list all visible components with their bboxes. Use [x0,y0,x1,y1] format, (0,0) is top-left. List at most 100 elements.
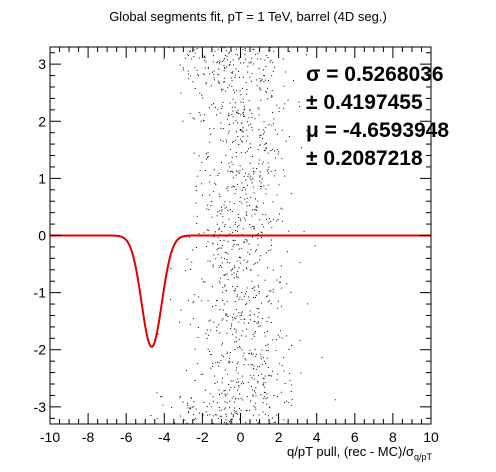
scatter-point [213,103,214,105]
scatter-point [288,402,290,404]
scatter-point [263,69,264,71]
scatter-point [277,219,279,221]
scatter-point [222,318,224,320]
scatter-point [243,62,245,64]
scatter-point [240,397,242,399]
scatter-point [232,71,234,73]
scatter-point [286,335,288,337]
scatter-point [255,408,257,410]
scatter-point [248,62,250,64]
scatter-point [257,206,259,208]
scatter-point [277,396,278,398]
scatter-point [256,419,257,421]
scatter-point [240,62,241,64]
scatter-point [240,94,242,96]
scatter-point [234,222,236,223]
scatter-point [227,87,229,89]
scatter-point [209,107,210,109]
scatter-point [193,318,195,320]
scatter-point [242,355,244,357]
scatter-point [202,194,203,196]
scatter-point [235,410,237,412]
scatter-point [231,156,233,158]
scatter-point [229,233,231,235]
scatter-point [288,136,290,137]
scatter-point [156,392,158,394]
scatter-point [234,386,236,388]
scatter-point [245,213,247,215]
scatter-point [189,324,191,326]
scatter-point [236,315,238,317]
scatter-point [205,153,207,155]
scatter-point [247,175,249,177]
scatter-point [210,367,212,369]
scatter-point [260,80,262,82]
scatter-point [203,114,205,116]
scatter-point [217,48,219,50]
scatter-point [247,364,249,366]
scatter-point [261,237,262,239]
scatter-point [229,170,231,172]
scatter-point [227,253,229,255]
scatter-point [266,403,268,405]
scatter-point [224,369,226,371]
x-axis-label: q/pT pull, (rec - MC)/σq/pT [287,444,432,462]
scatter-point [231,186,233,188]
scatter-point [262,377,264,379]
scatter-point [266,267,268,269]
scatter-point [194,419,196,421]
scatter-point [256,322,258,324]
scatter-point [265,147,267,149]
y-tick-label: 0 [38,228,46,244]
scatter-point [248,296,250,298]
scatter-point [260,134,262,136]
scatter-point [233,277,235,279]
scatter-point [251,280,253,282]
scatter-point [242,126,244,128]
scatter-points [150,47,336,425]
scatter-point [253,170,254,172]
scatter-point [211,201,213,202]
scatter-point [200,120,202,122]
scatter-point [191,249,193,251]
scatter-point [221,409,223,411]
scatter-point [191,58,193,60]
scatter-point [224,393,226,395]
scatter-point [247,260,249,262]
scatter-point [220,360,222,362]
scatter-point [203,74,205,76]
scatter-point [232,110,234,112]
scatter-point [251,182,253,184]
scatter-point [207,300,209,302]
scatter-point [209,351,211,352]
scatter-point [219,62,221,63]
scatter-point [243,242,245,244]
scatter-point [213,254,215,256]
scatter-point [301,147,303,149]
scatter-point [232,245,234,247]
scatter-point [198,75,199,77]
x-tick-label: 8 [389,429,397,445]
scatter-point [218,280,220,282]
scatter-point [253,365,255,367]
scatter-point [232,72,234,74]
scatter-point [252,225,254,227]
scatter-point [270,96,272,98]
scatter-point [236,389,238,391]
scatter-point [229,421,230,422]
scatter-point [238,70,240,72]
scatter-point [226,301,228,303]
scatter-point [257,366,259,368]
scatter-point [228,162,230,164]
scatter-point [218,229,220,231]
scatter-point [237,136,239,137]
scatter-point [217,61,219,63]
scatter-point [245,193,247,195]
scatter-point [226,353,228,355]
scatter-point [259,325,261,327]
scatter-point [180,309,182,311]
scatter-point [218,407,220,408]
scatter-point [235,120,237,122]
scatter-point [238,298,240,300]
scatter-point [218,68,220,70]
